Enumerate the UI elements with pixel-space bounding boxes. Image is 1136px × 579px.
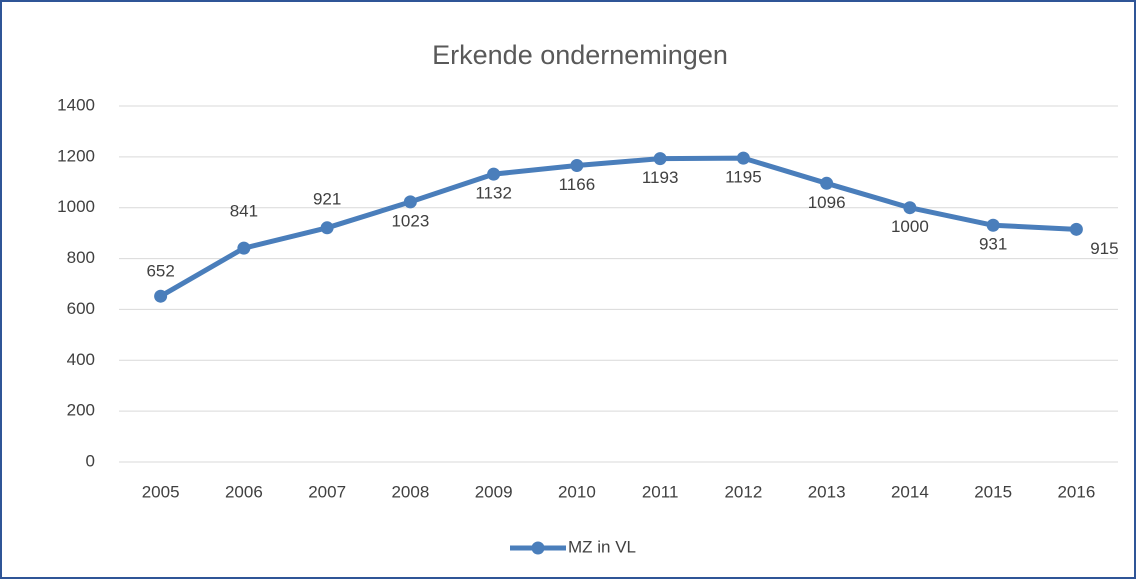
data-label: 1132 bbox=[475, 184, 512, 203]
x-tick-label: 2012 bbox=[724, 482, 762, 501]
data-label: 1000 bbox=[891, 217, 929, 236]
x-tick-label: 2013 bbox=[808, 482, 846, 501]
data-point bbox=[736, 151, 750, 165]
data-point bbox=[403, 195, 417, 209]
y-tick-label: 600 bbox=[67, 299, 95, 318]
data-label: 1096 bbox=[808, 193, 846, 212]
x-tick-label: 2005 bbox=[142, 482, 180, 501]
data-point bbox=[903, 201, 917, 215]
data-point bbox=[820, 176, 834, 190]
y-tick-label: 1000 bbox=[57, 197, 95, 216]
y-tick-label: 200 bbox=[67, 401, 95, 420]
data-point bbox=[237, 241, 251, 255]
data-label: 1166 bbox=[559, 175, 596, 194]
data-label: 921 bbox=[313, 189, 341, 208]
data-point bbox=[1069, 222, 1083, 236]
data-label: 841 bbox=[230, 202, 258, 221]
data-label: 1193 bbox=[642, 168, 679, 187]
data-point bbox=[653, 152, 667, 166]
legend-marker bbox=[531, 541, 545, 555]
y-tick-label: 0 bbox=[86, 451, 95, 470]
x-tick-label: 2006 bbox=[225, 482, 263, 501]
x-tick-label: 2014 bbox=[891, 482, 929, 501]
data-label: 915 bbox=[1090, 239, 1118, 258]
data-label: 652 bbox=[146, 262, 174, 281]
data-label: 931 bbox=[979, 235, 1007, 254]
y-tick-label: 1400 bbox=[57, 95, 95, 114]
x-tick-label: 2015 bbox=[974, 482, 1012, 501]
data-point bbox=[487, 167, 501, 181]
y-tick-label: 800 bbox=[67, 248, 95, 267]
chart-title: Erkende ondernemingen bbox=[432, 40, 728, 70]
y-tick-label: 400 bbox=[67, 350, 95, 369]
data-point bbox=[570, 159, 584, 173]
x-tick-label: 2008 bbox=[391, 482, 429, 501]
x-tick-label: 2010 bbox=[558, 482, 596, 501]
x-tick-label: 2016 bbox=[1057, 482, 1095, 501]
data-label: 1023 bbox=[391, 211, 429, 230]
series-line bbox=[159, 155, 1077, 299]
legend-label: MZ in VL bbox=[568, 537, 636, 556]
x-tick-label: 2007 bbox=[308, 482, 346, 501]
data-point bbox=[986, 218, 1000, 232]
data-point bbox=[154, 289, 168, 303]
x-tick-label: 2009 bbox=[475, 482, 513, 501]
y-tick-label: 1200 bbox=[57, 146, 95, 165]
x-tick-label: 2011 bbox=[642, 482, 679, 501]
data-label: 1195 bbox=[725, 168, 762, 187]
data-point bbox=[320, 221, 334, 235]
